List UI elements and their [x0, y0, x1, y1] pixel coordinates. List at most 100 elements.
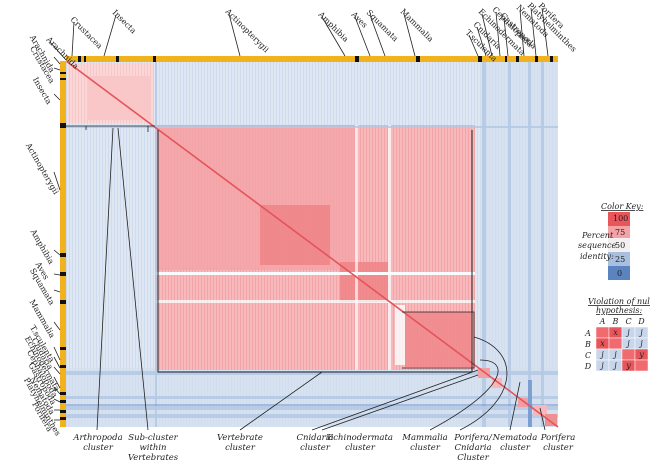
left-bar-sep-11	[60, 417, 66, 420]
key-side-line-1: Percent	[581, 231, 614, 240]
left-bar-sep-9	[60, 400, 66, 403]
cluster-leader-1	[117, 127, 149, 431]
left-bar-sep-3	[60, 253, 66, 257]
left-taxon-text: Actinopterygii	[23, 141, 60, 197]
vertebrate-white-band-5	[395, 305, 405, 365]
vertebrate-outline	[157, 130, 473, 373]
left-leader	[53, 321, 61, 331]
cluster-label-line: cluster	[225, 443, 256, 453]
blue-band-3	[541, 61, 544, 427]
violation-row-B: B	[584, 340, 591, 349]
mammalia-outline	[402, 311, 475, 369]
top-bar-sep-5	[416, 56, 420, 62]
left-leader	[53, 356, 61, 369]
top-leader	[476, 26, 487, 57]
violation-title-line-1: Violation of null	[588, 297, 650, 306]
top-leader	[530, 7, 537, 57]
color-key: Color Key: 100 75 50 25 0 Percent sequen…	[578, 202, 644, 280]
vertebrate-white-band-2	[355, 125, 358, 370]
violation-cell-mark: j	[599, 350, 604, 359]
top-leader	[403, 13, 416, 57]
cluster-label-line: cluster	[543, 443, 574, 453]
key-swatch-100	[608, 212, 630, 226]
amphibia-block	[260, 205, 330, 265]
top-taxon-text: Mammalia	[399, 7, 436, 44]
violation-cell-mark: y	[638, 350, 644, 359]
top-bar-sep-4	[355, 56, 359, 62]
top-bar-sep-7	[505, 56, 507, 62]
diag-cluster-3	[533, 405, 547, 415]
key-tick-75: 75	[615, 228, 625, 237]
top-leader	[354, 16, 371, 57]
left-leader	[53, 398, 61, 403]
blue-band-9	[155, 61, 157, 427]
violation-col-D: D	[637, 317, 645, 326]
top-bar-sep-3	[153, 56, 156, 62]
top-taxon-text: Actinopterygii	[223, 6, 271, 54]
blue-band-8	[66, 126, 558, 128]
cluster-label-line: Cnidaria	[296, 433, 333, 443]
top-leader	[519, 9, 525, 57]
violation-cell-mark: x	[613, 328, 618, 337]
top-bar-sep-2	[116, 56, 119, 62]
key-tick-25: 25	[615, 255, 625, 264]
heatmap-region-invertebrate	[480, 61, 558, 427]
cluster-labels: ArthropodaclusterSub-clusterwithinVerteb…	[72, 433, 575, 463]
left-bar-sep-0	[60, 72, 66, 74]
violation-cell-mark: x	[600, 339, 605, 348]
top-taxon-text: Amphibia	[316, 9, 351, 44]
violation-cell-mark: y	[625, 361, 631, 370]
left-bar-sep-5	[60, 300, 66, 304]
violation-row-C: C	[585, 351, 591, 360]
top-leader	[468, 34, 479, 57]
blue-band-7	[66, 414, 558, 418]
cluster-label-line: Cnidaria	[454, 443, 491, 453]
diag-cluster-4	[545, 414, 557, 426]
left-bar-sep-6	[60, 347, 66, 350]
left-bar-sep-8	[60, 392, 66, 395]
cluster-leader-4	[321, 374, 479, 431]
blue-band-dark-1	[528, 380, 532, 427]
top-leader	[495, 11, 501, 57]
top-leader	[49, 41, 67, 61]
cluster-label-line: cluster	[410, 443, 441, 453]
top-bar-sep-8	[516, 56, 519, 62]
left-bar-sep-10	[60, 410, 66, 413]
blue-band-4	[66, 371, 558, 375]
violation-row-A: A	[584, 329, 591, 338]
diag-cluster-1	[492, 378, 502, 388]
left-taxon-labels: ArachnidaCrustaceaInsectaActinopterygiiA…	[22, 33, 62, 438]
cluster-label-line: Nematoda	[492, 433, 538, 443]
similarity-heatmap	[65, 60, 559, 428]
violation-cell	[634, 359, 649, 372]
violation-cell-mark: j	[612, 350, 617, 359]
cluster-label-line: cluster	[83, 443, 114, 453]
cluster-label-line: Vertebrate	[217, 433, 263, 443]
cluster-label-line: Sub-cluster	[128, 433, 178, 443]
violation-cell-mark: j	[638, 328, 643, 337]
cluster-leader-8	[539, 407, 546, 431]
vertebrate-white-band-3	[155, 300, 475, 303]
cluster-label-line: Vertebrates	[128, 453, 179, 463]
cluster-label-line: Echinodermata	[326, 433, 393, 443]
key-swatch-50	[608, 238, 630, 252]
blue-band-1	[508, 61, 511, 427]
violation-cell	[608, 337, 623, 350]
vertebrate-white-band-1	[155, 272, 475, 275]
color-key-title: Color Key:	[601, 202, 644, 211]
diagonal	[65, 60, 559, 428]
blue-band-5	[66, 396, 558, 399]
cluster-leader-6	[459, 336, 508, 431]
cluster-label-line: Arthropoda	[72, 433, 122, 443]
violation-cell	[621, 348, 636, 361]
blue-band-2	[528, 61, 531, 427]
insecta-block	[88, 76, 150, 120]
top-leader	[103, 14, 117, 57]
key-swatch-25	[608, 252, 630, 266]
key-tick-100: 100	[613, 214, 628, 223]
